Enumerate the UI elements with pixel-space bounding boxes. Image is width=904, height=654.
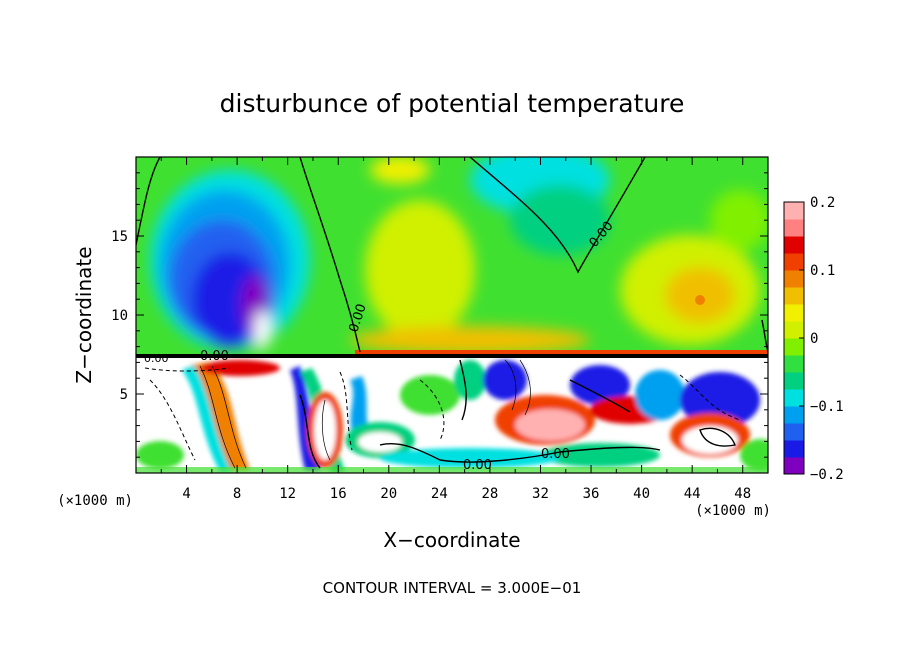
x-tick-label: 40 [633, 486, 650, 502]
colorbar-swatch [784, 270, 804, 288]
x-tick-label: 8 [233, 486, 241, 502]
colorbar-swatch [784, 406, 804, 424]
y-tick-label: 5 [120, 387, 128, 403]
colorbar-tick-label: 0 [810, 331, 818, 347]
x-unit-label-right: (×1000 m) [695, 503, 771, 519]
colorbar-swatch [784, 355, 804, 373]
contour-labels: 0.00 0.00 0.00 0.00 0.00 0.00 [144, 219, 617, 473]
colorbar-swatch [784, 423, 804, 441]
colorbar-swatch [784, 338, 804, 356]
x-tick-label: 12 [279, 486, 296, 502]
chart-title: disturbunce of potential temperature [220, 89, 685, 118]
x-tick-label: 32 [532, 486, 549, 502]
contour-label: 0.00 [541, 447, 570, 462]
x-tick-label: 20 [380, 486, 397, 502]
colorbar-swatch [784, 202, 804, 220]
y-tick-label: 15 [111, 229, 128, 245]
colorbar-tick-label: −0.2 [810, 467, 844, 483]
colorbar-swatch [784, 219, 804, 237]
x-tick-label: 44 [684, 486, 701, 502]
colorbar-swatch [784, 253, 804, 271]
x-tick-label: 36 [583, 486, 600, 502]
x-tick-label: 16 [330, 486, 347, 502]
y-axis-label: Z−coordinate [72, 246, 96, 383]
colorbar-tick-label: 0.1 [810, 263, 835, 279]
x-tick-label: 4 [182, 486, 190, 502]
colorbar-swatch [784, 321, 804, 339]
colorbar-swatch [784, 304, 804, 322]
colorbar-tick-label: 0.2 [810, 195, 835, 211]
colorbar-swatch [784, 440, 804, 458]
x-tick-label: 48 [734, 486, 751, 502]
x-axis-label: X−coordinate [383, 528, 520, 552]
x-unit-label-left: (×1000 m) [57, 493, 133, 509]
x-tick-label: 24 [431, 486, 448, 502]
colorbar: −0.2 −0.1 0 0.1 0.2 [783, 195, 844, 483]
contour-label: 0.00 [200, 349, 229, 364]
y-axis: 5 10 15 [111, 172, 768, 458]
x-tick-label: 28 [481, 486, 498, 502]
y-tick-label: 10 [111, 308, 128, 324]
plot-area [136, 157, 768, 473]
colorbar-swatch [784, 236, 804, 254]
contour-interval-note: CONTOUR INTERVAL = 3.000E−01 [323, 579, 582, 597]
colorbar-swatch [784, 372, 804, 390]
x-axis: 4 8 12 16 20 24 28 32 36 40 44 48 [160, 157, 751, 502]
colorbar-swatch [784, 389, 804, 407]
colorbar-tick-label: −0.1 [810, 399, 844, 415]
contour-label: 0.00 [144, 352, 169, 365]
contour-label: 0.00 [463, 458, 492, 473]
colorbar-swatch [784, 287, 804, 305]
colorbar-swatch [784, 457, 804, 475]
